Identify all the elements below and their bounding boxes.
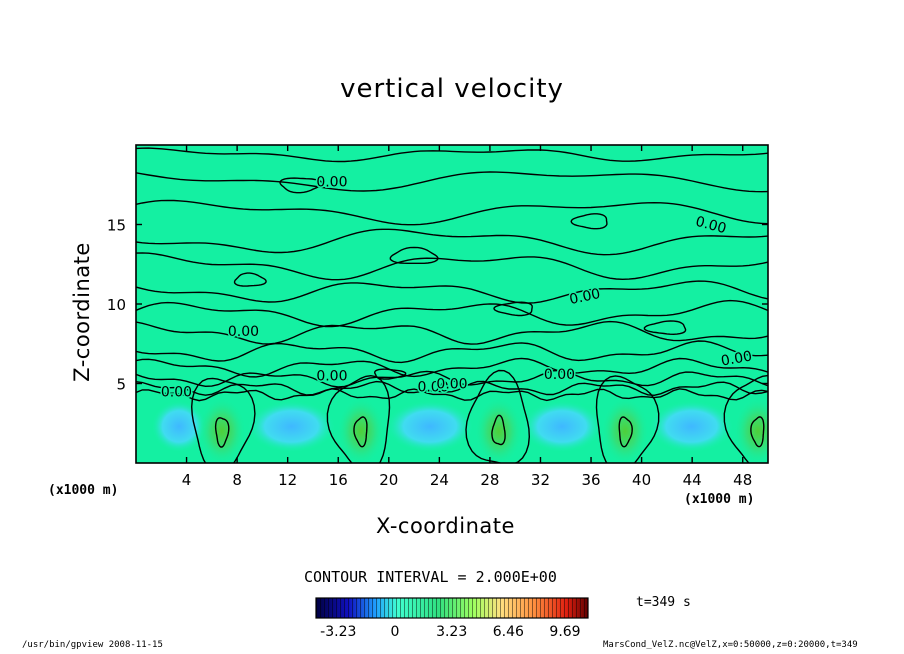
x-axis-label: X-coordinate (376, 514, 515, 538)
contour-label: 0.00 (544, 367, 575, 383)
colorbar-tick-label: 3.23 (436, 624, 467, 640)
downdraft-region (246, 400, 336, 453)
time-label: t=349 s (636, 595, 691, 610)
contour-layer (136, 147, 768, 463)
contour-label: 0.00 (417, 380, 448, 396)
x-tick-label: 12 (278, 471, 297, 489)
x-tick-label: 16 (329, 471, 348, 489)
contour-island (233, 272, 267, 287)
x-tick-label: 48 (733, 471, 752, 489)
y-axis: 5 10 15 (107, 217, 768, 394)
footer-program: /usr/bin/gpview 2008-11-15 (22, 640, 163, 650)
updraft-region (601, 397, 650, 463)
colorbar-tick-label: -3.23 (320, 624, 356, 640)
x-tick-label: 20 (379, 471, 398, 489)
x-unit-label-right: (x1000 m) (684, 492, 755, 507)
updraft-core-contour (353, 416, 368, 448)
downdraft-region (521, 400, 603, 453)
updraft-contour (595, 375, 660, 463)
colorbar-tick-label: 6.46 (493, 624, 524, 640)
x-tick-label: 40 (632, 471, 651, 489)
updraft-region (197, 397, 246, 463)
contour-line (136, 199, 768, 226)
contour-label: 0.00 (436, 377, 467, 393)
downdraft-region (649, 400, 734, 453)
x-tick-label: 28 (480, 471, 499, 489)
updraft-core-contour (491, 414, 506, 446)
contour-line (136, 388, 768, 402)
colorbar-frame (315, 597, 589, 619)
x-tick-label: 36 (581, 471, 600, 489)
contour-island (373, 368, 407, 380)
downdraft-region (385, 400, 474, 453)
contour-island (493, 301, 533, 317)
contour-line (136, 380, 768, 397)
x-tick-label: 24 (430, 471, 449, 489)
field-layer (136, 145, 768, 463)
contour-label: 0.00 (161, 384, 192, 400)
contour-label: 0.00 (316, 175, 347, 191)
x-tick-label: 44 (683, 471, 702, 489)
contour-line (136, 252, 768, 281)
contour-island (389, 246, 439, 264)
x-unit-label-left: (x1000 m) (48, 483, 119, 498)
contour-line (136, 280, 768, 304)
updraft-contour (465, 369, 531, 463)
contour-line (136, 299, 768, 328)
x-tick-label: 32 (531, 471, 550, 489)
colorbar-tick-label: 9.69 (549, 624, 580, 640)
contour-line (136, 357, 768, 378)
contour-island (279, 177, 323, 194)
updraft-core-contour (214, 417, 230, 448)
contour-line (136, 340, 768, 364)
updraft-core-contour (618, 416, 633, 448)
updraft-region (474, 397, 523, 463)
colorbar-bands (316, 598, 588, 618)
contour-line (136, 171, 768, 193)
colorbar-tick-label: 0 (391, 624, 400, 640)
contour-line (136, 320, 768, 345)
y-tick-label: 5 (116, 376, 126, 394)
x-axis: 4 8 12 16 20 24 28 32 36 40 44 48 (182, 145, 752, 489)
x-tick-label: 4 (182, 471, 192, 489)
contour-label: 0.00 (228, 324, 259, 340)
colorbar: -3.23 0 3.23 6.46 9.69 (315, 597, 589, 640)
updraft-region (733, 397, 768, 463)
chart-title: vertical velocity (340, 74, 564, 104)
contour-line (136, 147, 768, 163)
contour-island (643, 320, 687, 336)
contour-label: 0.00 (720, 348, 753, 369)
updraft-core-contour (750, 416, 765, 448)
updraft-contour (723, 374, 768, 463)
contour-interval-label: CONTOUR INTERVAL = 2.000E+00 (304, 568, 557, 586)
y-tick-label: 10 (107, 296, 126, 314)
y-tick-label: 15 (107, 217, 126, 235)
x-tick-label: 8 (232, 471, 242, 489)
updraft-contour (326, 374, 391, 463)
contour-island (570, 213, 608, 230)
contour-label: 0.00 (316, 369, 347, 385)
updraft-region (336, 397, 385, 463)
y-axis-label: Z-coordinate (70, 242, 94, 382)
contour-line (136, 228, 768, 256)
updraft-contour (190, 377, 256, 463)
footer-source: MarsCond_VelZ.nc@VelZ,x=0:50000,z=0:2000… (603, 640, 858, 650)
